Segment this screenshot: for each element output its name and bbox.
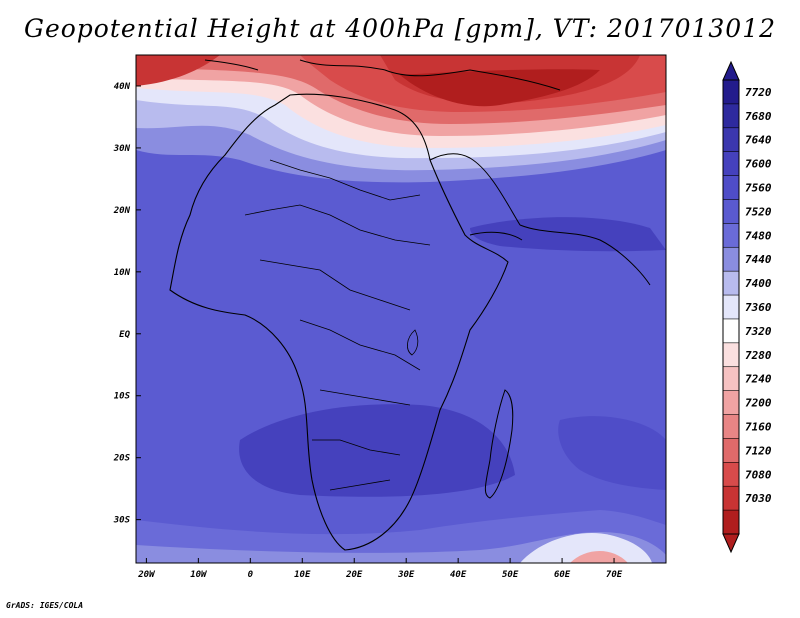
colorbar-level-label: 7400 (745, 277, 772, 290)
coastline-madagascar (484, 389, 514, 499)
field-south-ridge-core (570, 550, 628, 563)
colorbar-level-label: 7030 (745, 492, 772, 505)
colorbar-segment (723, 318, 739, 344)
lat-tick-label: EQ (119, 330, 130, 340)
colorbar-level-label: 7720 (745, 86, 772, 99)
colorbar-segment (723, 271, 739, 296)
country-borders (244, 159, 431, 491)
field-indian-ocean-high (558, 416, 666, 490)
colorbar-level-label: 7080 (745, 468, 772, 481)
colorbar-frame (722, 79, 740, 535)
lat-tick-label: 30S (113, 516, 131, 526)
colorbar-level-label: 7320 (745, 325, 772, 338)
lon-tick-label: 40E (450, 570, 467, 580)
colorbar-bottom-arrow (722, 533, 740, 554)
colorbar-top-arrow (722, 60, 740, 81)
colorbar-segment (723, 510, 739, 535)
colorbar-level-label: 7680 (745, 110, 772, 123)
colorbar: 7720 7680 7640 7600 7560 7520 7480 7440 7400 7360… (722, 60, 772, 554)
lon-tick-label: 30E (397, 570, 415, 580)
colorbar-level-label: 7480 (745, 229, 772, 242)
colorbar-segment (723, 127, 739, 153)
colorbar-level-label: 7440 (745, 253, 772, 266)
grads-credit: GrADS: IGES/COLA (6, 601, 84, 610)
lat-tick-label: 20N (113, 206, 131, 216)
colorbar-level-label: 7560 (745, 182, 772, 195)
colorbar-level-label: 7600 (745, 158, 772, 171)
lat-tick-label: 40N (114, 82, 131, 92)
field-arabian-sea-high (470, 217, 666, 252)
coastline-africa (169, 93, 509, 551)
colorbar-level-label: 7240 (745, 373, 772, 386)
lon-tick-label: 50E (502, 570, 519, 580)
lon-tick-label: 10W (190, 570, 208, 580)
field-band-7030 (400, 69, 600, 107)
axis-ticks: 20W 10W 0 10E 20E 30E 40E 50E 60E 70E 40N 30N 20N 10N… (113, 82, 623, 580)
lake-victoria (407, 329, 419, 356)
colorbar-segment (723, 414, 739, 439)
colorbar-segment (723, 438, 739, 463)
colorbar-segment (723, 151, 739, 177)
lon-tick-label: 70E (606, 570, 623, 580)
plot-frame (135, 54, 667, 564)
lon-tick-label: 20W (137, 570, 156, 580)
colorbar-segment (723, 295, 739, 320)
map-title: Geopotential Height at 400hPa [gpm], VT:… (23, 14, 777, 43)
colorbar-segment (723, 103, 739, 129)
colorbar-level-label: 7120 (745, 444, 772, 457)
colorbar-level-label: 7160 (745, 420, 772, 433)
lat-tick-label: 30N (113, 144, 131, 154)
colorbar-segment (723, 486, 739, 511)
colorbar-segment (723, 175, 739, 200)
colorbar-segment (723, 247, 739, 272)
field-southern-africa-high (239, 404, 516, 497)
colorbar-level-label: 7520 (745, 205, 772, 218)
lon-tick-label: 20E (345, 570, 363, 580)
colorbar-segment (723, 223, 739, 248)
lon-tick-label: 60E (554, 570, 571, 580)
colorbar-segment (723, 390, 739, 416)
lat-tick-label: 20S (113, 454, 131, 464)
lon-tick-label: 10E (294, 570, 311, 580)
colorbar-segment (723, 80, 739, 105)
coastline-eurasia (204, 59, 651, 286)
height-field (136, 55, 666, 563)
colorbar-level-label: 7640 (745, 134, 772, 147)
field-nw-low (136, 55, 220, 86)
colorbar-segment (723, 342, 739, 368)
lat-tick-label: 10N (114, 268, 131, 278)
field-south-ridge (520, 533, 652, 563)
lon-tick-label: 0 (248, 570, 254, 580)
colorbar-segment (723, 199, 739, 224)
lat-tick-label: 10S (114, 392, 131, 402)
colorbar-segment (723, 462, 739, 487)
colorbar-level-label: 7280 (745, 349, 772, 362)
colorbar-level-label: 7360 (745, 301, 772, 314)
colorbar-segment (723, 366, 739, 392)
colorbar-level-label: 7200 (745, 397, 772, 410)
